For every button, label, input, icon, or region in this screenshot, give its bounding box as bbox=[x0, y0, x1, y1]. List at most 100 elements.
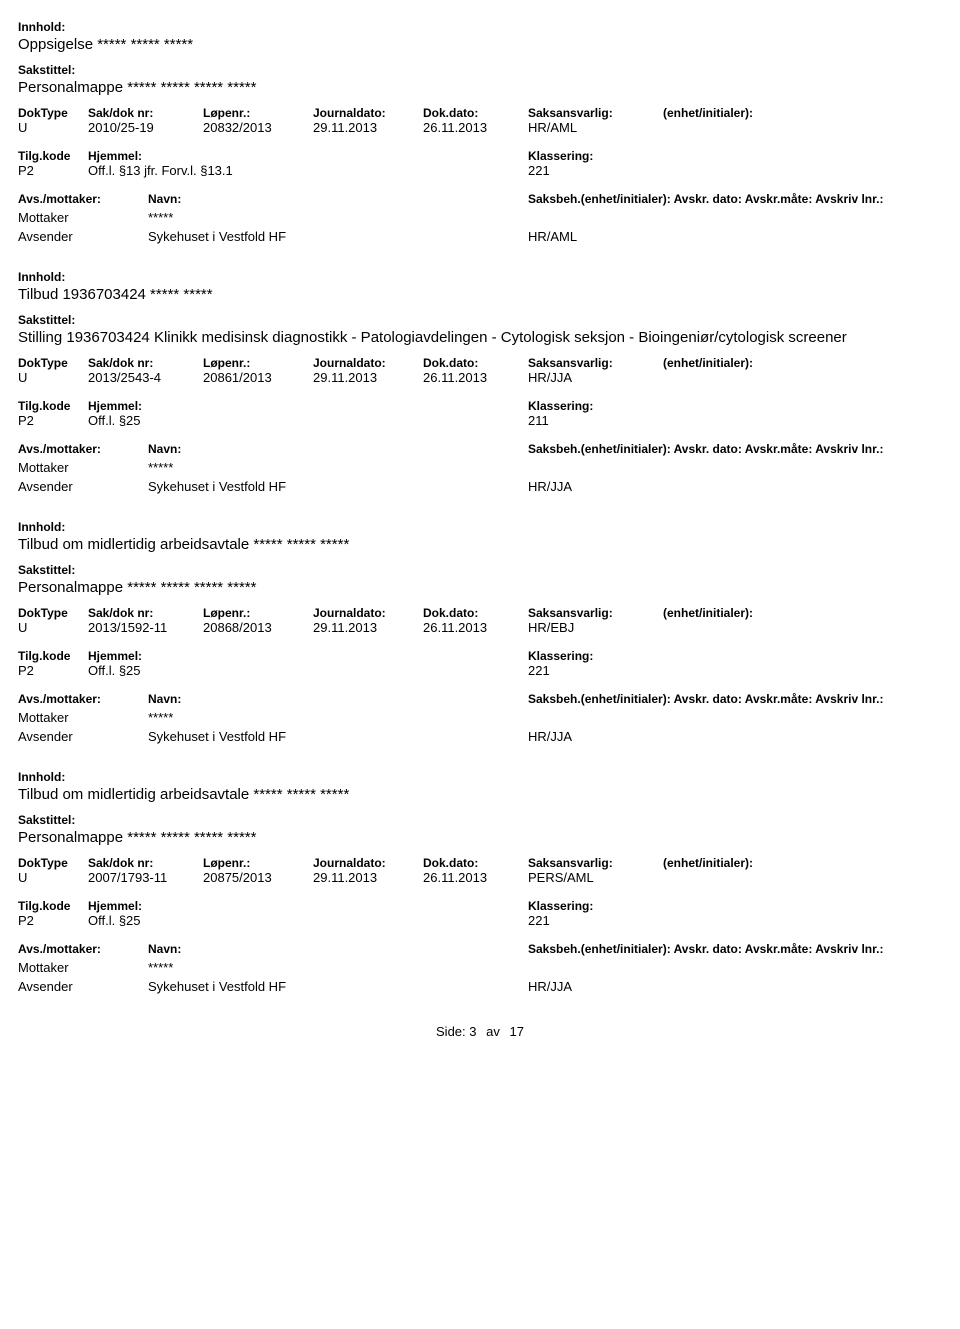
journal-record: Innhold: Tilbud 1936703424 ***** ***** S… bbox=[18, 270, 942, 494]
innhold-value: Tilbud 1936703424 ***** ***** bbox=[18, 286, 942, 303]
val-doktype: U bbox=[18, 370, 88, 385]
innhold-label: Innhold: bbox=[18, 520, 942, 534]
val-tilgkode: P2 bbox=[18, 163, 88, 178]
val-saksansvarlig: HR/EBJ bbox=[528, 620, 663, 635]
meta-value-row: U 2007/1793-11 20875/2013 29.11.2013 26.… bbox=[18, 870, 942, 885]
val-dokdato: 26.11.2013 bbox=[423, 620, 528, 635]
sakstittel-value: Personalmappe ***** ***** ***** ***** bbox=[18, 579, 942, 596]
val-hjemmel: Off.l. §13 jfr. Forv.l. §13.1 bbox=[88, 163, 528, 178]
avs-header-row: Avs./mottaker: Navn: Saksbeh.(enhet/init… bbox=[18, 942, 942, 956]
col-avs-mottaker: Avs./mottaker: bbox=[18, 692, 148, 706]
val-dokdato: 26.11.2013 bbox=[423, 370, 528, 385]
avsender-saksbeh: HR/JJA bbox=[528, 979, 942, 994]
col-saksbeh-line: Saksbeh.(enhet/initialer): Avskr. dato: … bbox=[528, 692, 942, 706]
tilg-header-row: Tilg.kode Hjemmel: Klassering: bbox=[18, 899, 942, 913]
avsender-saksbeh: HR/JJA bbox=[528, 479, 942, 494]
page-footer: Side: 3 av 17 bbox=[18, 1024, 942, 1039]
val-lopenr: 20832/2013 bbox=[203, 120, 313, 135]
val-hjemmel: Off.l. §25 bbox=[88, 663, 528, 678]
col-doktype: DokType bbox=[18, 356, 88, 370]
avs-header-row: Avs./mottaker: Navn: Saksbeh.(enhet/init… bbox=[18, 192, 942, 206]
innhold-value: Oppsigelse ***** ***** ***** bbox=[18, 36, 942, 53]
sakstittel-label: Sakstittel: bbox=[18, 563, 942, 577]
meta-header-row: DokType Sak/dok nr: Løpenr.: Journaldato… bbox=[18, 356, 942, 370]
col-doktype: DokType bbox=[18, 856, 88, 870]
val-doktype: U bbox=[18, 620, 88, 635]
avsender-label: Avsender bbox=[18, 479, 148, 494]
col-hjemmel: Hjemmel: bbox=[88, 149, 528, 163]
avs-header-row: Avs./mottaker: Navn: Saksbeh.(enhet/init… bbox=[18, 442, 942, 456]
val-klassering: 221 bbox=[528, 663, 942, 678]
sakstittel-label: Sakstittel: bbox=[18, 313, 942, 327]
val-saksansvarlig: HR/JJA bbox=[528, 370, 663, 385]
avsender-navn: Sykehuset i Vestfold HF bbox=[148, 479, 528, 494]
val-tilgkode: P2 bbox=[18, 413, 88, 428]
col-journaldato: Journaldato: bbox=[313, 106, 423, 120]
val-dokdato: 26.11.2013 bbox=[423, 870, 528, 885]
col-saksansvarlig: Saksansvarlig: bbox=[528, 106, 663, 120]
sakstittel-value: Personalmappe ***** ***** ***** ***** bbox=[18, 79, 942, 96]
tilg-value-row: P2 Off.l. §25 221 bbox=[18, 913, 942, 928]
val-sakdoknr: 2013/2543-4 bbox=[88, 370, 203, 385]
avsender-row: Avsender Sykehuset i Vestfold HF HR/JJA bbox=[18, 729, 942, 744]
col-enhet-initialer: (enhet/initialer): bbox=[663, 106, 942, 120]
val-saksansvarlig: HR/AML bbox=[528, 120, 663, 135]
mottaker-navn: ***** bbox=[148, 460, 528, 475]
meta-header-row: DokType Sak/dok nr: Løpenr.: Journaldato… bbox=[18, 606, 942, 620]
val-doktype: U bbox=[18, 120, 88, 135]
journal-record: Innhold: Tilbud om midlertidig arbeidsav… bbox=[18, 770, 942, 994]
tilg-value-row: P2 Off.l. §25 221 bbox=[18, 663, 942, 678]
val-klassering: 211 bbox=[528, 413, 942, 428]
mottaker-row: Mottaker ***** bbox=[18, 460, 942, 475]
col-sakdoknr: Sak/dok nr: bbox=[88, 856, 203, 870]
col-enhet-initialer: (enhet/initialer): bbox=[663, 606, 942, 620]
val-klassering: 221 bbox=[528, 163, 942, 178]
col-avs-mottaker: Avs./mottaker: bbox=[18, 192, 148, 206]
avsender-label: Avsender bbox=[18, 979, 148, 994]
footer-av-label: av bbox=[480, 1024, 506, 1039]
col-sakdoknr: Sak/dok nr: bbox=[88, 356, 203, 370]
val-sakdoknr: 2013/1592-11 bbox=[88, 620, 203, 635]
col-lopenr: Løpenr.: bbox=[203, 856, 313, 870]
meta-value-row: U 2010/25-19 20832/2013 29.11.2013 26.11… bbox=[18, 120, 942, 135]
sakstittel-value: Stilling 1936703424 Klinikk medisinsk di… bbox=[18, 329, 942, 346]
val-journaldato: 29.11.2013 bbox=[313, 370, 423, 385]
journal-record: Innhold: Tilbud om midlertidig arbeidsav… bbox=[18, 520, 942, 744]
avs-header-row: Avs./mottaker: Navn: Saksbeh.(enhet/init… bbox=[18, 692, 942, 706]
col-doktype: DokType bbox=[18, 106, 88, 120]
val-journaldato: 29.11.2013 bbox=[313, 870, 423, 885]
innhold-label: Innhold: bbox=[18, 270, 942, 284]
meta-value-row: U 2013/2543-4 20861/2013 29.11.2013 26.1… bbox=[18, 370, 942, 385]
sakstittel-value: Personalmappe ***** ***** ***** ***** bbox=[18, 829, 942, 846]
innhold-label: Innhold: bbox=[18, 770, 942, 784]
tilg-header-row: Tilg.kode Hjemmel: Klassering: bbox=[18, 399, 942, 413]
val-sakdoknr: 2007/1793-11 bbox=[88, 870, 203, 885]
footer-side-label: Side: bbox=[436, 1024, 466, 1039]
val-tilgkode: P2 bbox=[18, 663, 88, 678]
mottaker-row: Mottaker ***** bbox=[18, 210, 942, 225]
col-hjemmel: Hjemmel: bbox=[88, 649, 528, 663]
val-sakdoknr: 2010/25-19 bbox=[88, 120, 203, 135]
col-lopenr: Løpenr.: bbox=[203, 106, 313, 120]
avsender-navn: Sykehuset i Vestfold HF bbox=[148, 229, 528, 244]
sakstittel-label: Sakstittel: bbox=[18, 813, 942, 827]
col-journaldato: Journaldato: bbox=[313, 856, 423, 870]
mottaker-label: Mottaker bbox=[18, 960, 148, 975]
val-tilgkode: P2 bbox=[18, 913, 88, 928]
journal-record: Innhold: Oppsigelse ***** ***** ***** Sa… bbox=[18, 20, 942, 244]
col-saksbeh-line: Saksbeh.(enhet/initialer): Avskr. dato: … bbox=[528, 192, 942, 206]
val-lopenr: 20861/2013 bbox=[203, 370, 313, 385]
meta-header-row: DokType Sak/dok nr: Løpenr.: Journaldato… bbox=[18, 856, 942, 870]
col-klassering: Klassering: bbox=[528, 649, 942, 663]
avsender-label: Avsender bbox=[18, 229, 148, 244]
col-avs-mottaker: Avs./mottaker: bbox=[18, 442, 148, 456]
mottaker-row: Mottaker ***** bbox=[18, 710, 942, 725]
avsender-row: Avsender Sykehuset i Vestfold HF HR/JJA bbox=[18, 479, 942, 494]
col-saksansvarlig: Saksansvarlig: bbox=[528, 356, 663, 370]
col-enhet-initialer: (enhet/initialer): bbox=[663, 356, 942, 370]
val-lopenr: 20875/2013 bbox=[203, 870, 313, 885]
meta-header-row: DokType Sak/dok nr: Løpenr.: Journaldato… bbox=[18, 106, 942, 120]
avsender-saksbeh: HR/JJA bbox=[528, 729, 942, 744]
col-journaldato: Journaldato: bbox=[313, 606, 423, 620]
val-doktype: U bbox=[18, 870, 88, 885]
